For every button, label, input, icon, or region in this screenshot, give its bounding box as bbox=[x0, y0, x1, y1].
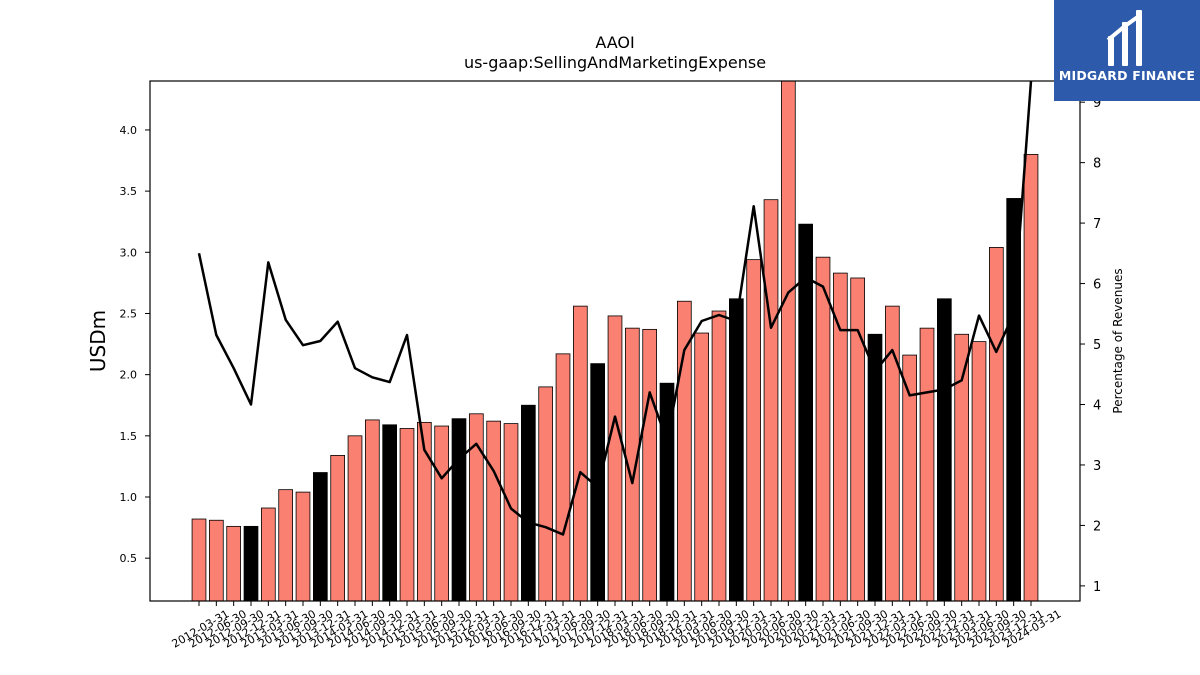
y2-tick-label: 9 bbox=[1093, 96, 1101, 111]
y2-tick-label: 3 bbox=[1093, 459, 1101, 474]
bar bbox=[919, 327, 935, 602]
bar bbox=[555, 353, 571, 602]
bar bbox=[937, 298, 952, 602]
chart-subtitle: us-gaap:SellingAndMarketingExpense bbox=[464, 53, 766, 72]
y-tick-label: 3.5 bbox=[120, 185, 138, 198]
y2-tick-label: 4 bbox=[1093, 398, 1101, 413]
bar bbox=[573, 305, 588, 602]
y2-tick-label: 6 bbox=[1093, 278, 1101, 293]
x-axis: 2012-03-312012-06-302012-09-302012-12-31… bbox=[170, 601, 1064, 651]
bar bbox=[451, 418, 467, 602]
bar bbox=[191, 518, 207, 602]
bar bbox=[278, 489, 294, 602]
y2-axis: 1 2 3 4 5 6 7 8 9 bbox=[1080, 96, 1101, 595]
bar bbox=[538, 386, 554, 602]
y2-tick-label: 1 bbox=[1093, 580, 1101, 595]
bar bbox=[677, 300, 692, 602]
bar bbox=[954, 333, 970, 602]
bar bbox=[1023, 154, 1039, 602]
y2-tick-label: 7 bbox=[1093, 217, 1101, 232]
bar bbox=[781, 80, 796, 602]
bar bbox=[971, 341, 987, 602]
bar bbox=[382, 424, 398, 602]
bar bbox=[468, 413, 484, 602]
bar bbox=[347, 435, 363, 602]
y2-axis-label: Percentage of Revenues bbox=[1111, 268, 1125, 413]
bar bbox=[399, 428, 415, 602]
brand-logo: MIDGARD FINANCE bbox=[1054, 0, 1200, 101]
bar bbox=[260, 507, 276, 602]
brand-name: MIDGARD FINANCE bbox=[1058, 68, 1196, 83]
bar bbox=[486, 420, 502, 602]
y-tick-label: 1.0 bbox=[120, 491, 138, 504]
bar bbox=[833, 272, 848, 602]
y-tick-label: 4.0 bbox=[120, 124, 138, 137]
bar bbox=[642, 328, 658, 602]
bar bbox=[330, 454, 346, 602]
bar bbox=[364, 419, 380, 602]
bar bbox=[295, 491, 311, 602]
percentage-line bbox=[197, 80, 1033, 536]
bar bbox=[521, 404, 536, 602]
bar bbox=[763, 199, 779, 602]
bar bbox=[815, 256, 831, 602]
bar bbox=[989, 246, 1004, 602]
bar bbox=[694, 332, 710, 602]
bar bbox=[226, 525, 242, 602]
y2-tick-label: 2 bbox=[1093, 519, 1101, 534]
y-tick-label: 0.5 bbox=[120, 552, 138, 565]
chart-title: AAOI bbox=[595, 33, 634, 52]
bar bbox=[729, 298, 744, 602]
bar bbox=[434, 425, 450, 602]
bar bbox=[312, 472, 328, 602]
y-tick-label: 1.5 bbox=[120, 430, 138, 443]
bar bbox=[711, 310, 727, 602]
y2-tick-label: 8 bbox=[1093, 157, 1101, 172]
y-tick-label: 2.5 bbox=[120, 307, 138, 320]
y-axis: 0.5 1.0 1.5 2.0 2.5 3.0 3.5 4.0 bbox=[120, 124, 150, 565]
bar bbox=[208, 519, 224, 602]
y-tick-label: 3.0 bbox=[120, 246, 138, 259]
bar bbox=[243, 525, 259, 602]
bar bbox=[746, 259, 762, 602]
y-axis-label: USDm bbox=[86, 310, 110, 372]
bar bbox=[867, 333, 883, 602]
bar bbox=[607, 315, 623, 602]
y2-tick-label: 5 bbox=[1093, 338, 1101, 353]
y-tick-label: 2.0 bbox=[120, 369, 138, 382]
midgard-logo-icon bbox=[1106, 10, 1142, 66]
bar bbox=[850, 277, 866, 602]
